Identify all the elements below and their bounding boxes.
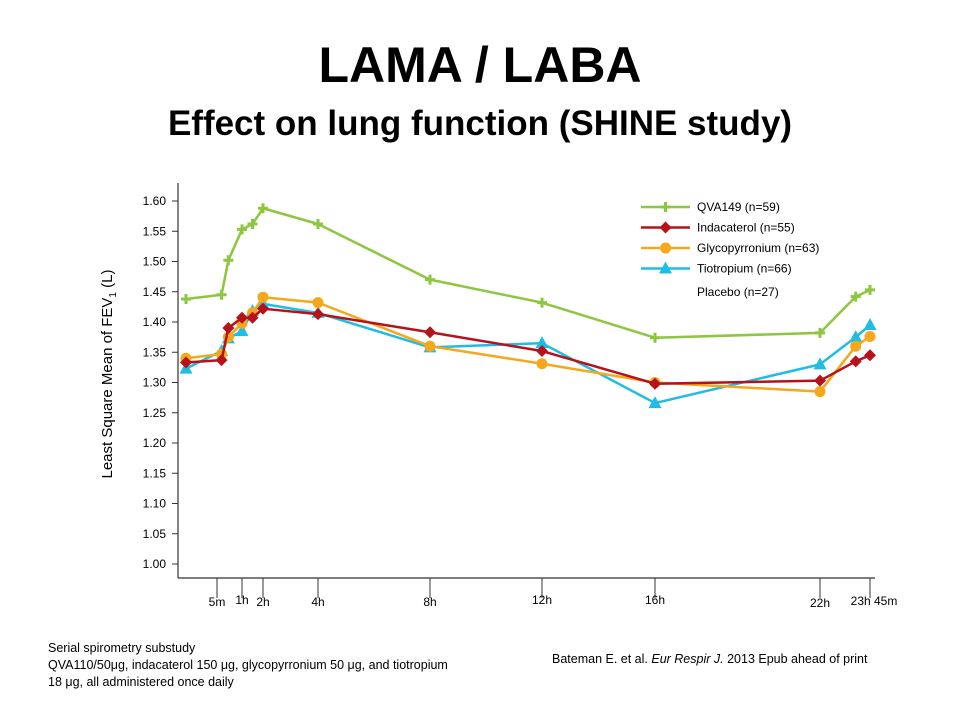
x-tick-label: 2h bbox=[256, 595, 269, 609]
x-tick-label: 5m bbox=[209, 595, 226, 609]
data-point-indacaterol bbox=[222, 322, 235, 335]
data-point-glycopyrronium bbox=[257, 291, 269, 303]
data-point-indacaterol bbox=[864, 349, 876, 362]
data-point-glycopyrronium bbox=[536, 358, 548, 370]
y-tick-label: 1.15 bbox=[143, 466, 167, 480]
legend-label-placebo: Placebo (n=27) bbox=[697, 285, 779, 299]
data-point-indacaterol bbox=[180, 356, 192, 369]
data-point-qva149 bbox=[537, 297, 547, 308]
data-point-indacaterol bbox=[236, 311, 248, 324]
legend-label: Glycopyrronium (n=63) bbox=[697, 241, 819, 255]
x-tick-label: 1h bbox=[235, 593, 248, 607]
data-point-qva149 bbox=[223, 255, 234, 266]
legend-label: QVA149 (n=59) bbox=[697, 200, 780, 214]
data-point-qva149 bbox=[815, 327, 825, 338]
data-point-tiotropium bbox=[813, 357, 827, 370]
y-tick-label: 1.30 bbox=[143, 376, 167, 390]
data-point-qva149 bbox=[650, 332, 660, 343]
data-point-tiotropium bbox=[535, 336, 549, 349]
data-point-qva149 bbox=[425, 274, 435, 285]
legend-label: Tiotropium (n=66) bbox=[697, 262, 792, 276]
data-point-tiotropium bbox=[863, 318, 877, 331]
x-tick-label: 8h bbox=[423, 595, 436, 609]
data-point-glycopyrronium bbox=[312, 297, 324, 309]
footnote-line: Serial spirometry substudy bbox=[48, 641, 196, 655]
y-tick-label: 1.50 bbox=[143, 255, 167, 269]
legend-marker bbox=[660, 242, 671, 254]
data-point-indacaterol bbox=[312, 308, 324, 321]
y-tick-label: 1.60 bbox=[143, 194, 167, 208]
data-point-glycopyrronium bbox=[864, 331, 876, 343]
x-tick-label: 23h 45m bbox=[851, 594, 898, 608]
data-point-tiotropium bbox=[235, 324, 249, 337]
x-tick-label: 22h bbox=[810, 596, 830, 610]
x-tick-label: 12h bbox=[532, 593, 552, 607]
data-point-indacaterol bbox=[257, 302, 269, 315]
slide-title: LAMA / LABA bbox=[318, 37, 642, 93]
data-point-indacaterol bbox=[424, 326, 436, 339]
y-tick-label: 1.35 bbox=[143, 345, 167, 359]
legend-label: Indacaterol (n=55) bbox=[697, 221, 795, 235]
data-point-qva149 bbox=[181, 294, 191, 305]
data-point-indacaterol bbox=[246, 311, 259, 324]
data-point-indacaterol bbox=[814, 374, 826, 387]
data-point-glycopyrronium bbox=[850, 340, 862, 352]
data-point-qva149 bbox=[313, 218, 323, 229]
y-tick-label: 1.05 bbox=[143, 527, 167, 541]
data-point-tiotropium bbox=[648, 396, 662, 409]
y-tick-label: 1.00 bbox=[143, 557, 167, 571]
legend-marker bbox=[659, 261, 672, 274]
citation-authors: Bateman E. et al. bbox=[552, 652, 652, 666]
legend-marker bbox=[660, 202, 671, 212]
footnote-line: 18 μg, all administered once daily bbox=[48, 675, 234, 689]
y-tick-label: 1.10 bbox=[143, 497, 167, 511]
x-tick-label: 16h bbox=[645, 593, 665, 607]
data-point-qva149 bbox=[850, 291, 861, 302]
x-tick-label: 4h bbox=[311, 595, 324, 609]
data-point-qva149 bbox=[237, 224, 247, 235]
data-point-indacaterol bbox=[849, 355, 862, 368]
data-point-qva149 bbox=[258, 203, 268, 214]
legend-marker bbox=[659, 221, 672, 234]
citation-journal: Eur Respir J. bbox=[651, 652, 724, 666]
data-point-indacaterol bbox=[536, 345, 548, 358]
y-tick-label: 1.55 bbox=[143, 224, 167, 238]
y-tick-label: 1.25 bbox=[143, 406, 167, 420]
y-axis-label: Least Square Mean of FEV1 (L) bbox=[99, 269, 119, 478]
data-point-glycopyrronium bbox=[424, 340, 436, 352]
citation-rest: 2013 Epub ahead of print bbox=[723, 652, 868, 666]
data-point-glycopyrronium bbox=[814, 386, 826, 398]
footnote-line: QVA110/50μg, indacaterol 150 μg, glycopy… bbox=[48, 658, 448, 672]
data-point-qva149 bbox=[216, 289, 227, 300]
slide-subtitle: Effect on lung function (SHINE study) bbox=[167, 104, 793, 143]
data-point-qva149 bbox=[865, 284, 875, 295]
footnote: Serial spirometry substudy QVA110/50μg, … bbox=[48, 640, 448, 691]
citation: Bateman E. et al. Eur Respir J. 2013 Epu… bbox=[552, 652, 867, 666]
data-point-indacaterol bbox=[215, 354, 228, 367]
data-point-indacaterol bbox=[649, 377, 661, 390]
data-point-tiotropium bbox=[849, 330, 863, 343]
y-tick-label: 1.45 bbox=[143, 285, 167, 299]
series-line-indacaterol bbox=[185, 307, 871, 385]
y-tick-label: 1.20 bbox=[143, 436, 167, 450]
data-point-qva149 bbox=[247, 218, 258, 229]
y-tick-label: 1.40 bbox=[143, 315, 167, 329]
